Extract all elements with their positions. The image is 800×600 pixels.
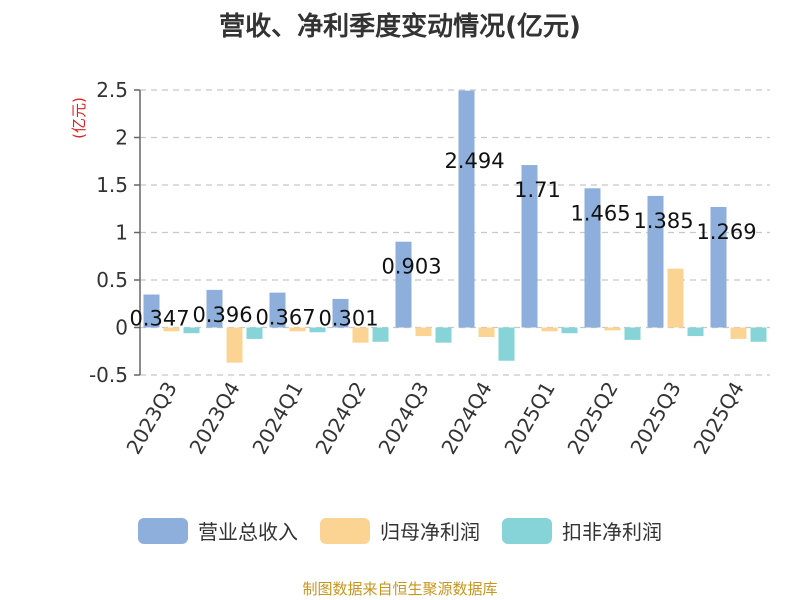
bar (332, 298, 349, 328)
data-label: 1.385 (633, 209, 693, 233)
y-tick-label: 2.5 (96, 78, 128, 102)
x-tick-label: 2023Q3 (121, 378, 181, 459)
legend-item[interactable]: 归母净利润 (320, 516, 480, 545)
bar (541, 327, 558, 332)
bar (584, 188, 601, 328)
bar (395, 241, 412, 328)
x-tick-label: 2025Q3 (625, 378, 685, 459)
bar (435, 327, 452, 343)
bar (687, 327, 704, 337)
legend-swatch (138, 517, 188, 544)
legend: 营业总收入 归母净利润 扣非净利润 (0, 516, 800, 545)
data-label: 0.301 (318, 307, 378, 331)
bar (143, 294, 160, 328)
legend-label: 营业总收入 (198, 520, 298, 544)
bar (183, 327, 200, 334)
data-label: 2.494 (444, 149, 504, 173)
bar (604, 327, 621, 331)
bar (710, 206, 727, 328)
x-tick-label: 2023Q4 (184, 378, 244, 459)
data-label: 1.71 (514, 178, 561, 202)
data-label: 0.396 (192, 303, 252, 327)
y-tick-label: 2 (115, 126, 128, 150)
bar (498, 327, 515, 361)
legend-label: 归母净利润 (380, 520, 480, 544)
legend-swatch (320, 517, 370, 544)
y-tick-label: 0 (115, 316, 128, 340)
bar (269, 292, 286, 328)
x-tick-label: 2024Q1 (247, 378, 307, 459)
bar (624, 327, 641, 340)
data-label: 1.465 (570, 201, 630, 225)
bar (206, 289, 223, 328)
data-label: 0.367 (255, 306, 315, 330)
bar (647, 195, 664, 328)
y-axis-label: (亿元) (70, 97, 88, 139)
data-label: 0.347 (129, 307, 189, 331)
x-tick-label: 2025Q1 (499, 378, 559, 459)
bar (163, 327, 180, 332)
data-label: 0.903 (381, 255, 441, 279)
legend-swatch (502, 517, 552, 544)
bar (750, 327, 767, 342)
x-tick-label: 2025Q2 (562, 378, 622, 459)
source-note: 制图数据来自恒生聚源数据库 (302, 580, 498, 598)
bar (372, 327, 389, 342)
bar (415, 327, 432, 337)
legend-label: 扣非净利润 (562, 520, 662, 544)
bar (309, 327, 326, 333)
bar (289, 327, 306, 332)
legend-item[interactable]: 扣非净利润 (502, 516, 662, 545)
bar (521, 165, 538, 328)
bar (246, 327, 263, 339)
y-tick-label: 1 (115, 221, 128, 245)
bar (226, 327, 243, 363)
data-label: 1.269 (696, 220, 756, 244)
bar (458, 90, 475, 328)
y-tick-label: 1.5 (96, 173, 128, 197)
x-tick-label: 2025Q4 (688, 378, 748, 459)
x-tick-label: 2024Q2 (310, 378, 370, 459)
chart-title: 营收、净利季度变动情况(亿元) (219, 12, 581, 42)
bar (667, 268, 684, 328)
y-tick-label: 0.5 (96, 268, 128, 292)
x-tick-label: 2024Q4 (436, 378, 496, 459)
x-tick-label: 2024Q3 (373, 378, 433, 459)
bar (478, 327, 495, 337)
legend-item[interactable]: 营业总收入 (138, 516, 298, 545)
bar (561, 327, 578, 334)
bar (730, 327, 747, 339)
bar-chart: (亿元) -0.5 0 0.5 1 1.5 2 2.5 0.347 0.396 0.367 0.301… (70, 78, 770, 459)
y-tick-label: -0.5 (89, 363, 128, 387)
bar (352, 327, 369, 343)
